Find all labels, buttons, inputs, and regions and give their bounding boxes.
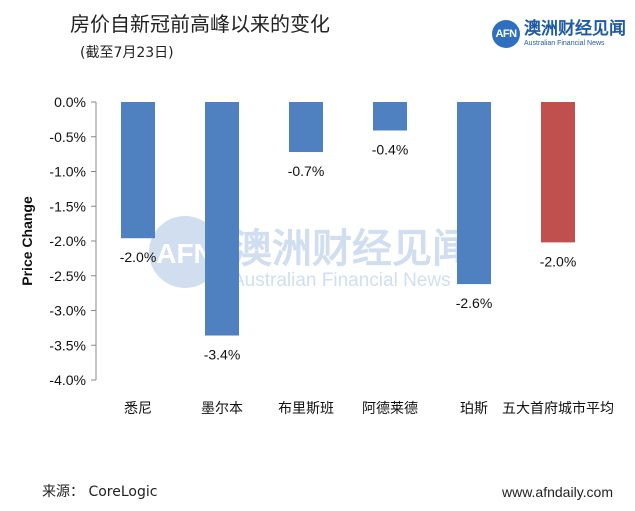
y-tick-label: -3.0% — [49, 303, 86, 319]
y-tick-label: -1.0% — [49, 164, 86, 180]
bar-2 — [205, 102, 239, 336]
afn-logo-icon: AFN — [492, 20, 520, 48]
bar-1 — [121, 102, 155, 239]
y-tick-label: -2.0% — [49, 233, 86, 249]
bar-3 — [289, 102, 323, 153]
data-label: -3.4% — [204, 347, 241, 363]
data-label: -0.7% — [288, 163, 325, 179]
page-subtitle: (截至7月23日) — [80, 45, 174, 61]
watermark-name-en: Australian Financial News — [232, 270, 451, 291]
y-tick-label: -3.5% — [49, 337, 86, 353]
bar-6 — [541, 102, 575, 243]
data-label: -0.4% — [372, 141, 409, 157]
bars — [121, 102, 575, 336]
x-tick-label: 五大首府城市平均 — [502, 400, 614, 417]
x-tick-label: 阿德莱德 — [362, 401, 418, 417]
x-tick-label: 墨尔本 — [201, 401, 243, 417]
data-label: -2.0% — [120, 249, 157, 265]
watermark-name-cn: 澳洲财经见闻 — [232, 226, 472, 272]
logo-text: 澳洲财经见闻 Australian Financial News — [524, 19, 626, 48]
data-label: -2.0% — [540, 253, 577, 269]
bar-4 — [373, 102, 407, 131]
source-note: 来源： CoreLogic — [42, 484, 158, 500]
x-axis: 悉尼 墨尔本 布里斯班 阿德莱德 珀斯 五大首府城市平均 — [124, 400, 614, 417]
watermark: AFN 澳洲财经见闻 Australian Financial News — [149, 216, 472, 291]
bar-chart: AFN 澳洲财经见闻 Australian Financial News 0.0… — [19, 94, 614, 417]
logo-name-cn: 澳洲财经见闻 — [524, 19, 626, 39]
x-tick-label: 悉尼 — [124, 401, 152, 417]
logo-name-en: Australian Financial News — [524, 40, 605, 47]
website-link[interactable]: www.afndaily.com — [501, 484, 613, 500]
y-axis-title: Price Change — [19, 196, 35, 286]
x-tick-label: 布里斯班 — [278, 401, 334, 417]
data-label: -2.6% — [456, 295, 493, 311]
y-tick-label: -2.5% — [49, 268, 86, 284]
y-tick-label: -4.0% — [49, 372, 86, 388]
watermark-logo-icon — [149, 216, 221, 288]
y-tick-label: -0.5% — [49, 129, 86, 145]
watermark-logo-mark: AFN — [156, 238, 214, 269]
page-title: 房价自新冠前高峰以来的变化 — [70, 12, 330, 36]
x-tick-label: 珀斯 — [460, 401, 488, 417]
y-tick-label: 0.0% — [54, 94, 86, 110]
afn-logo: AFN 澳洲财经见闻 Australian Financial News — [492, 20, 626, 48]
data-labels: -2.0% -3.4% -0.7% -0.4% -2.6% -2.0% — [120, 141, 577, 362]
y-axis: 0.0% -0.5% -1.0% -1.5% -2.0% -2.5% -3.0% -3.5% -… — [49, 94, 97, 388]
y-tick-label: -1.5% — [49, 198, 86, 214]
bar-5 — [457, 102, 491, 285]
